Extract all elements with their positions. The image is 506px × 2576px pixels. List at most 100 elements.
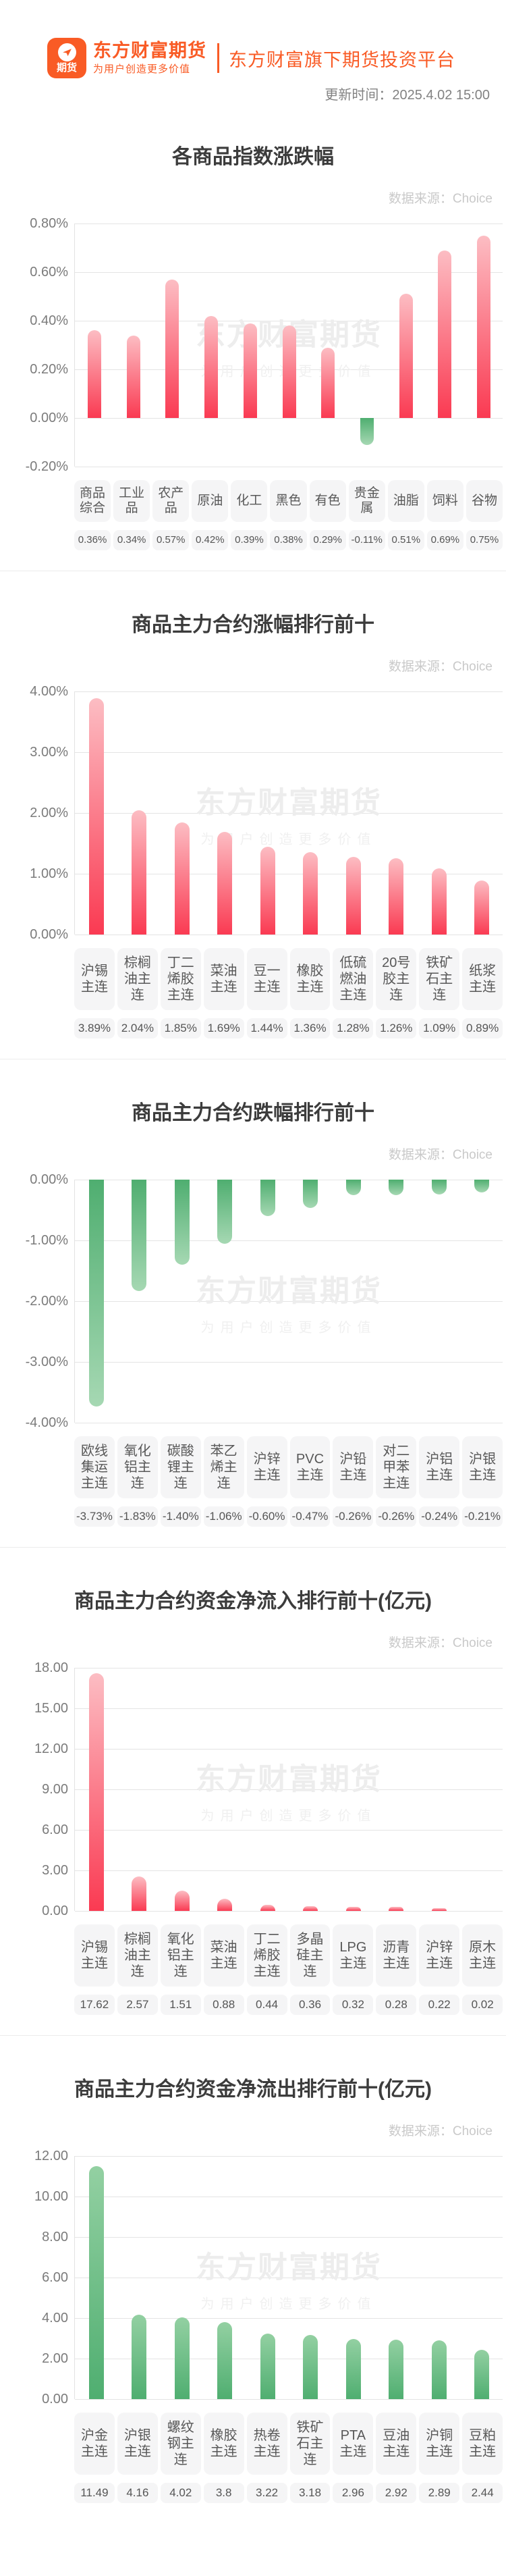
category-pill: 原木主连 — [462, 1924, 503, 1987]
gridline: 12.00 — [34, 1742, 503, 1756]
gridline: 4.00% — [30, 685, 503, 698]
y-axis-tick-label: -0.20% — [25, 459, 68, 474]
chart-bar — [88, 698, 104, 935]
value-pill: 0.36% — [74, 530, 111, 550]
category-pill: 沪锌主连 — [419, 1924, 460, 1987]
update-time: 更新时间：2025.4.02 15:00 — [325, 88, 490, 103]
category-pill: 丁二烯胶主连 — [160, 948, 201, 1010]
category-pill: 碳酸锂主连 — [160, 1436, 201, 1498]
category-pill: 低硫燃油主连 — [333, 948, 374, 1010]
chart-bar — [389, 1907, 404, 1911]
chart-bar — [389, 2340, 404, 2399]
category-label-row: 沪锡主连 棕榈油主连 丁二烯胶主连 菜油主连 豆一主连 橡胶主连 低硫燃油主连 20号胶主连铁… — [74, 948, 503, 1010]
value-pill: -0.47% — [289, 1506, 331, 1527]
chart-bar — [438, 250, 452, 418]
value-pill: 0.02 — [462, 1995, 503, 2015]
y-axis-tick-label: 2.00% — [30, 806, 68, 820]
category-pill: 沪银主连 — [117, 2413, 158, 2475]
y-axis-tick-label: 0.00% — [30, 1172, 68, 1187]
chart-title: 商品主力合约资金净流出排行前十(亿元) — [74, 2078, 432, 2101]
value-pill: 11.49 — [74, 2483, 115, 2503]
y-axis-tick-label: 0.80% — [30, 216, 68, 231]
chart-bar — [87, 330, 101, 418]
chart-bar — [431, 2340, 447, 2399]
chart-bar — [260, 1905, 275, 1911]
category-pill: 沪铝主连 — [419, 1436, 460, 1498]
value-label-row: 17.62 2.57 1.51 0.88 0.44 0.36 0.32 0.28 0.22 0.0… — [74, 1995, 503, 2015]
value-pill: 1.51 — [160, 1995, 201, 2015]
category-pill: 棕榈油主连 — [117, 948, 158, 1010]
y-axis-tick-label: 12.00 — [34, 1741, 68, 1756]
value-pill: 0.88 — [203, 1995, 244, 2015]
chart-title: 商品主力合约资金净流入排行前十(亿元) — [74, 1590, 432, 1612]
y-axis-tick-label: -2.00% — [25, 1294, 68, 1309]
value-pill: 0.39% — [231, 530, 268, 550]
y-axis-tick-label: 2.00 — [42, 2351, 68, 2366]
y-axis-tick-label: 0.00% — [30, 927, 68, 942]
category-pill: 农产品 — [152, 480, 190, 522]
y-axis-tick-label: 0.00% — [30, 411, 68, 425]
category-pill: 油脂 — [387, 480, 424, 522]
chart-bar — [389, 858, 404, 935]
gridline: 0.00 — [42, 2392, 503, 2406]
value-pill: -3.73% — [74, 1506, 115, 1527]
chart-bar — [88, 1673, 104, 1911]
value-pill: 0.51% — [387, 530, 424, 550]
category-pill: 谷物 — [466, 480, 503, 522]
platform-title: 东方财富旗下期货投资平台 — [229, 49, 455, 70]
watermark-line2: 为用户创造更多价值 — [200, 1320, 377, 1336]
category-pill: 豆油主连 — [376, 2413, 417, 2475]
category-pill: 有色 — [309, 480, 346, 522]
y-axis-tick-label: 0.00 — [42, 2392, 68, 2407]
gridline: 6.00 — [42, 1823, 503, 1837]
value-pill: 1.26% — [376, 1018, 417, 1039]
chart-title: 各商品指数涨跌幅 — [172, 146, 334, 168]
watermark-line2: 为用户创造更多价值 — [200, 2296, 377, 2312]
gridline: 4.00 — [42, 2311, 503, 2325]
category-pill: PTA主连 — [333, 2413, 374, 2475]
y-axis-tick-label: 0.40% — [30, 313, 68, 328]
chart-bar — [132, 1876, 147, 1911]
chart-bar — [217, 1180, 233, 1244]
y-axis-tick-label: 4.00 — [42, 2311, 68, 2325]
chart-bar — [132, 1180, 147, 1291]
chart-bar — [389, 1180, 404, 1196]
category-pill: 化工 — [231, 480, 268, 522]
chart-title: 商品主力合约跌幅排行前十 — [132, 1102, 374, 1124]
chart-bar — [174, 1180, 190, 1265]
category-pill: 橡胶主连 — [289, 948, 331, 1010]
category-pill: 沪铅主连 — [333, 1436, 374, 1498]
section-top-losers: 商品主力合约跌幅排行前十 数据来源：Choice 0.00% -1.00% -2.0… — [0, 1101, 506, 1548]
chart-bar — [431, 1180, 447, 1194]
category-pill: 商品综合 — [74, 480, 111, 522]
category-pill: 工业品 — [113, 480, 150, 522]
value-pill: 0.42% — [192, 530, 229, 550]
chart-bar — [165, 279, 179, 418]
paper-plane-icon — [57, 43, 76, 61]
value-label-row: -3.73% -1.83% -1.40% -1.06% -0.60% -0.47% -0.2… — [74, 1506, 503, 1527]
chart-bar — [260, 1180, 275, 1216]
brand-separator — [217, 43, 219, 73]
y-axis-tick-label: 9.00 — [42, 1782, 68, 1797]
logo-badge-text: 期货 — [56, 61, 77, 74]
value-pill: -0.11% — [348, 530, 385, 550]
chart-bar — [88, 2166, 104, 2399]
value-pill: 0.75% — [466, 530, 503, 550]
chart-bar — [217, 831, 233, 935]
category-pill: 菜油主连 — [203, 1924, 244, 1987]
section-divider — [0, 1547, 506, 1548]
value-pill: 1.44% — [246, 1018, 287, 1039]
y-axis-tick-label: 0.00 — [42, 1903, 68, 1918]
gridline: 9.00 — [42, 1783, 503, 1796]
value-pill: 4.02 — [160, 2483, 201, 2503]
category-pill: 豆粕主连 — [462, 2413, 503, 2475]
y-axis-tick-label: -4.00% — [25, 1415, 68, 1430]
value-pill: 0.69% — [426, 530, 463, 550]
value-pill: 0.32 — [333, 1995, 374, 2015]
value-pill: -0.21% — [462, 1506, 503, 1527]
gridline: 15.00 — [34, 1702, 503, 1715]
data-source-label: 数据来源：Choice — [388, 1636, 493, 1650]
value-label-row: 0.36% 0.34% 0.57% 0.42% 0.39% 0.38% 0.29% -0.11… — [74, 530, 503, 550]
bar-chart-net-inflow: 18.00 15.00 12.00 9.00 6.00 3.00 0.00 东方财富期货 为用… — [34, 1661, 503, 1918]
value-pill: 2.57 — [117, 1995, 158, 2015]
